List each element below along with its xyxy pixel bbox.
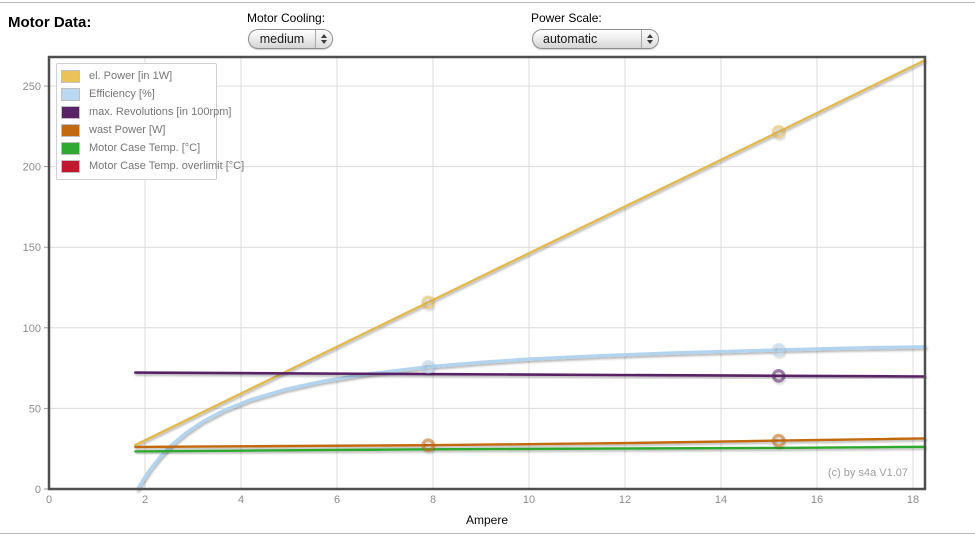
watermark: (c) by s4a V1.07 [827,467,908,479]
stepper-arrows-icon [641,30,658,48]
marker-el-power-in-1w [771,125,786,139]
marker-wast-power-w [771,433,786,448]
y-tick-label-200: 200 [23,162,41,174]
arrow-up-icon [321,34,327,38]
marker-efficiency [771,343,786,357]
stepper-arrows-icon [315,30,332,48]
legend-label: max. Revolutions [in 100rpm] [89,106,232,118]
x-tick-label-18: 18 [907,494,919,506]
legend-swatch-icon [61,69,80,83]
series-line-wast-power-w [134,437,927,449]
y-tick-label-100: 100 [23,323,41,335]
power-scale-value: automatic [543,31,598,46]
legend-label: Motor Case Temp. overlimit [°C] [89,160,245,172]
legend-label: wast Power [W] [89,124,166,136]
x-tick-label-8: 8 [430,494,436,506]
x-tick-label-0: 0 [46,494,52,506]
motor-cooling-value: medium [259,31,305,46]
arrow-up-icon [647,34,653,38]
series-line-motor-case-temp-c [134,445,927,453]
legend-swatch-icon [61,123,80,137]
motor-cooling-select[interactable]: medium [248,29,333,49]
power-scale-select[interactable]: automatic [532,29,659,49]
marker-el-power-in-1w [421,295,435,310]
marker-efficiency [421,359,435,374]
y-tick-label-250: 250 [23,81,41,93]
legend-item-max-revolutions-in-100rpm: max. Revolutions [in 100rpm] [61,103,231,121]
legend-label: Motor Case Temp. [°C] [89,142,201,154]
legend-item-motor-case-temp-overlimit-c: Motor Case Temp. overlimit [°C] [61,157,244,175]
x-tick-label-14: 14 [715,494,727,506]
legend-item-efficiency: Efficiency [%] [61,85,210,103]
marker-wast-power-w [421,438,435,452]
series-line-max-revolutions-in-100rpm [134,371,927,378]
arrow-down-icon [321,40,327,44]
motor-cooling-label: Motor Cooling: [247,11,326,25]
legend-item-wast-power-w: wast Power [W] [61,121,210,139]
legend-swatch-icon [61,105,80,119]
x-tick-label-2: 2 [142,494,148,506]
bottom-divider [0,533,975,534]
tick-labels: 0 2 4 6 8 10 12 14 16 18 0 50 100 150 200 250 [23,81,919,506]
legend-label: el. Power [in 1W] [89,70,173,82]
x-tick-label-16: 16 [811,494,823,506]
x-tick-label-4: 4 [238,494,244,506]
plot-frame [47,55,927,491]
series-layer [134,59,927,491]
series-line-el-power-in-1w [134,59,927,447]
x-axis-title: Ampere [465,513,509,527]
y-tick-label-50: 50 [29,403,41,415]
legend-swatch-icon [61,159,80,173]
legend-item-motor-case-temp-c: Motor Case Temp. [°C] [61,139,210,157]
legend: el. Power [in 1W] Efficiency [%] max. Revo… [56,63,244,180]
series-line-efficiency [136,345,927,491]
page-title: Motor Data: [8,14,92,31]
x-tick-label-10: 10 [523,494,535,506]
y-tick-label-150: 150 [23,242,41,254]
marker-max-revolutions-in-100rpm [771,368,786,383]
grid-layer [44,57,925,490]
arrow-down-icon [647,40,653,44]
plot-border [47,55,927,491]
power-scale-label: Power Scale: [531,11,602,25]
legend-label: Efficiency [%] [89,88,155,100]
marker-layer [421,125,786,452]
y-tick-label-0: 0 [35,484,41,496]
x-tick-label-6: 6 [334,494,340,506]
top-divider [0,2,975,3]
legend-swatch-icon [61,141,80,155]
legend-item-el-power-in-1w: el. Power [in 1W] [61,67,210,85]
legend-swatch-icon [61,87,80,101]
x-tick-label-12: 12 [619,494,631,506]
